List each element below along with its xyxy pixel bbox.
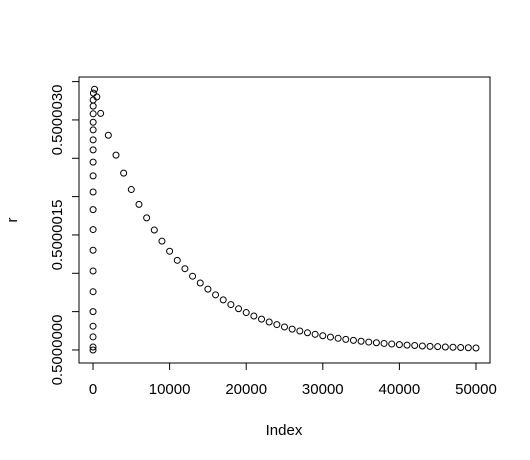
point xyxy=(89,188,97,196)
point xyxy=(227,301,235,309)
point xyxy=(89,343,97,351)
point xyxy=(311,330,319,338)
x-axis-label: Index xyxy=(266,422,303,439)
point xyxy=(265,318,273,326)
y-tick-label: 0.5000015 xyxy=(49,199,66,270)
plot-frame xyxy=(78,76,491,364)
point xyxy=(89,102,97,110)
point xyxy=(258,315,266,323)
point xyxy=(219,296,227,304)
point xyxy=(89,246,97,254)
point xyxy=(173,256,181,264)
point xyxy=(166,247,174,255)
x-tick-label: 0 xyxy=(89,381,97,398)
point xyxy=(380,339,388,347)
point xyxy=(349,336,357,344)
point xyxy=(93,93,101,101)
point xyxy=(97,109,105,117)
point xyxy=(457,344,465,352)
point xyxy=(204,285,212,293)
point xyxy=(250,312,258,320)
point xyxy=(89,126,97,134)
point xyxy=(91,85,99,93)
point xyxy=(434,343,442,351)
point xyxy=(212,291,220,299)
x-tick-label: 20000 xyxy=(225,381,267,398)
point xyxy=(464,344,472,352)
point xyxy=(89,89,97,97)
x-tick-label: 40000 xyxy=(379,381,421,398)
point xyxy=(89,146,97,154)
x-tick-label: 10000 xyxy=(149,381,191,398)
point xyxy=(273,321,281,329)
point xyxy=(89,110,97,118)
point xyxy=(150,226,158,234)
point xyxy=(242,309,250,317)
point xyxy=(395,341,403,349)
point xyxy=(189,272,197,280)
point xyxy=(418,342,426,350)
x-tick-label: 50000 xyxy=(455,381,497,398)
point xyxy=(143,214,151,222)
point xyxy=(89,288,97,296)
x-tick-label: 30000 xyxy=(302,381,344,398)
point xyxy=(104,131,112,139)
point xyxy=(120,169,128,177)
point xyxy=(411,342,419,350)
point xyxy=(296,327,304,335)
point xyxy=(365,338,373,346)
point xyxy=(403,341,411,349)
point xyxy=(441,343,449,351)
point xyxy=(89,308,97,316)
point xyxy=(89,158,97,166)
point xyxy=(89,172,97,180)
point xyxy=(181,265,189,273)
point xyxy=(89,346,97,354)
point xyxy=(334,334,342,342)
y-axis-label: r xyxy=(4,218,21,223)
point xyxy=(326,333,334,341)
point xyxy=(89,136,97,144)
point xyxy=(449,343,457,351)
point xyxy=(357,337,365,345)
point xyxy=(112,151,120,159)
point xyxy=(372,339,380,347)
point xyxy=(281,323,288,331)
point xyxy=(472,344,480,352)
point xyxy=(235,305,243,313)
point xyxy=(342,335,350,343)
point xyxy=(89,226,97,234)
point xyxy=(288,325,296,333)
y-tick-label: 0.5000030 xyxy=(49,84,66,155)
point xyxy=(89,206,97,214)
point xyxy=(127,186,135,194)
point xyxy=(135,200,143,208)
point xyxy=(158,237,166,245)
point xyxy=(303,329,311,337)
point xyxy=(89,118,97,126)
point xyxy=(89,333,97,341)
point xyxy=(426,342,434,350)
point xyxy=(319,332,327,340)
point xyxy=(196,279,204,287)
point xyxy=(388,340,396,348)
point xyxy=(89,322,97,330)
y-tick-label: 0.5000000 xyxy=(49,315,66,386)
point xyxy=(89,267,97,275)
